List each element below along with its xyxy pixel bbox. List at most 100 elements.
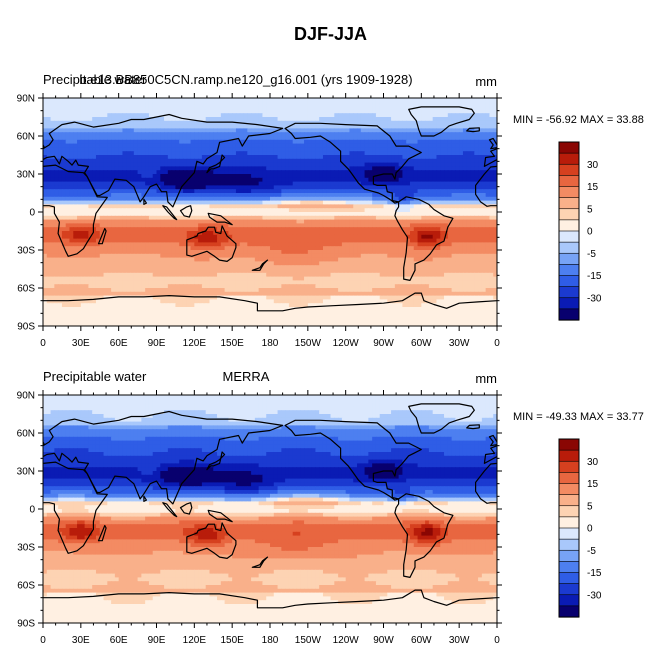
colorbar-label: 5 — [587, 204, 593, 215]
x-tick-label: 90E — [148, 338, 166, 349]
page-title: DJF-JJA — [0, 24, 661, 45]
colorbar-swatch — [559, 584, 579, 595]
colorbar-label: 5 — [587, 501, 593, 512]
colorbar-swatch — [559, 187, 579, 198]
x-tick-label: 120W — [333, 635, 360, 646]
colorbar-swatch — [559, 484, 579, 495]
colorbar-swatch — [559, 175, 579, 186]
colorbar-swatch — [559, 142, 579, 153]
colorbar-swatch — [559, 573, 579, 584]
x-tick-label: 150W — [295, 338, 322, 349]
colorbar-swatch — [559, 595, 579, 606]
colorbar-label: -5 — [587, 249, 596, 260]
colorbar-swatch — [559, 606, 579, 617]
colorbar: 30 15 5 0 -5 -15 -30 — [559, 142, 602, 320]
x-tick-label: 150E — [220, 635, 244, 646]
y-tick-label: 60N — [17, 429, 35, 440]
colorbar-swatch — [559, 153, 579, 164]
y-tick-label: 30S — [17, 246, 35, 257]
colorbar-swatch — [559, 506, 579, 517]
colorbar-label: 30 — [587, 160, 599, 171]
colorbar-swatch — [559, 461, 579, 472]
y-tick-label: 90N — [17, 94, 35, 105]
colorbar-swatch — [559, 450, 579, 461]
x-tick-label: 60W — [411, 635, 432, 646]
colorbar-swatch — [559, 472, 579, 483]
x-tick-label: 90W — [373, 338, 394, 349]
x-tick-label: 30W — [449, 338, 470, 349]
y-tick-label: 30N — [17, 170, 35, 181]
colorbar-swatch — [559, 209, 579, 220]
colorbar-label: -15 — [587, 271, 602, 282]
x-tick-label: 90E — [148, 635, 166, 646]
colorbar-swatch — [559, 276, 579, 287]
x-tick-label: 90W — [373, 635, 394, 646]
y-tick-label: 30S — [17, 543, 35, 554]
x-tick-label: 0 — [40, 338, 46, 349]
y-tick-label: 30N — [17, 467, 35, 478]
min-max-stats: MIN = -49.33 MAX = 33.77 — [513, 411, 644, 423]
x-tick-label: 180 — [262, 338, 279, 349]
map-figure-0: Precipitable waterb.e13.BB850C5CN.ramp.n… — [0, 68, 661, 368]
colorbar-swatch — [559, 561, 579, 572]
colorbar-label: -30 — [587, 590, 602, 601]
x-tick-label: 0 — [494, 338, 500, 349]
colorbar-swatch — [559, 164, 579, 175]
colorbar-swatch — [559, 198, 579, 209]
y-tick-label: 90S — [17, 322, 35, 333]
x-tick-label: 30E — [72, 338, 90, 349]
panel-units: mm — [475, 74, 497, 89]
colorbar-label: -15 — [587, 568, 602, 579]
colorbar-swatch — [559, 439, 579, 450]
colorbar-label: -30 — [587, 293, 602, 304]
x-tick-label: 150W — [295, 635, 322, 646]
colorbar-label: 0 — [587, 227, 593, 238]
colorbar-swatch — [559, 298, 579, 309]
y-tick-label: 90S — [17, 619, 35, 630]
colorbar-swatch — [559, 253, 579, 264]
y-tick-label: 60S — [17, 581, 35, 592]
x-tick-label: 60E — [110, 635, 128, 646]
panel-title-center: b.e13.BB850C5CN.ramp.ne120_g16.001 (yrs … — [79, 72, 412, 87]
bottom-map-panel: Precipitable water MERRA mm MIN = -49.33 MA… — [0, 365, 661, 665]
x-tick-label: 0 — [40, 635, 46, 646]
colorbar-swatch — [559, 231, 579, 242]
contour-field — [43, 395, 498, 624]
colorbar-swatch — [559, 242, 579, 253]
panel-units: mm — [475, 371, 497, 386]
colorbar-swatch — [559, 517, 579, 528]
colorbar-label: 15 — [587, 182, 599, 193]
y-tick-label: 60N — [17, 132, 35, 143]
x-tick-label: 30W — [449, 635, 470, 646]
colorbar-swatch — [559, 220, 579, 231]
colorbar-swatch — [559, 539, 579, 550]
colorbar-label: -5 — [587, 546, 596, 557]
colorbar-label: 0 — [587, 524, 593, 535]
map-figure-1: Precipitable water MERRA mm MIN = -49.33 MA… — [0, 365, 661, 665]
y-tick-label: 0 — [29, 505, 35, 516]
x-tick-label: 180 — [262, 635, 279, 646]
x-tick-label: 120E — [183, 635, 207, 646]
panel-title-left: Precipitable water — [43, 369, 147, 384]
x-tick-label: 150E — [220, 338, 244, 349]
colorbar-swatch — [559, 528, 579, 539]
colorbar-label: 15 — [587, 479, 599, 490]
x-tick-label: 60E — [110, 338, 128, 349]
colorbar-swatch — [559, 264, 579, 275]
colorbar-swatch — [559, 550, 579, 561]
contour-field — [43, 98, 498, 327]
colorbar-swatch — [559, 309, 579, 320]
min-max-stats: MIN = -56.92 MAX = 33.88 — [513, 114, 644, 126]
x-tick-label: 30E — [72, 635, 90, 646]
x-tick-label: 120W — [333, 338, 360, 349]
x-tick-label: 0 — [494, 635, 500, 646]
y-tick-label: 0 — [29, 208, 35, 219]
panel-title-center: MERRA — [223, 369, 270, 384]
x-tick-label: 60W — [411, 338, 432, 349]
colorbar-label: 30 — [587, 457, 599, 468]
colorbar: 30 15 5 0 -5 -15 -30 — [559, 439, 602, 617]
colorbar-swatch — [559, 287, 579, 298]
y-tick-label: 90N — [17, 391, 35, 402]
x-tick-label: 120E — [183, 338, 207, 349]
